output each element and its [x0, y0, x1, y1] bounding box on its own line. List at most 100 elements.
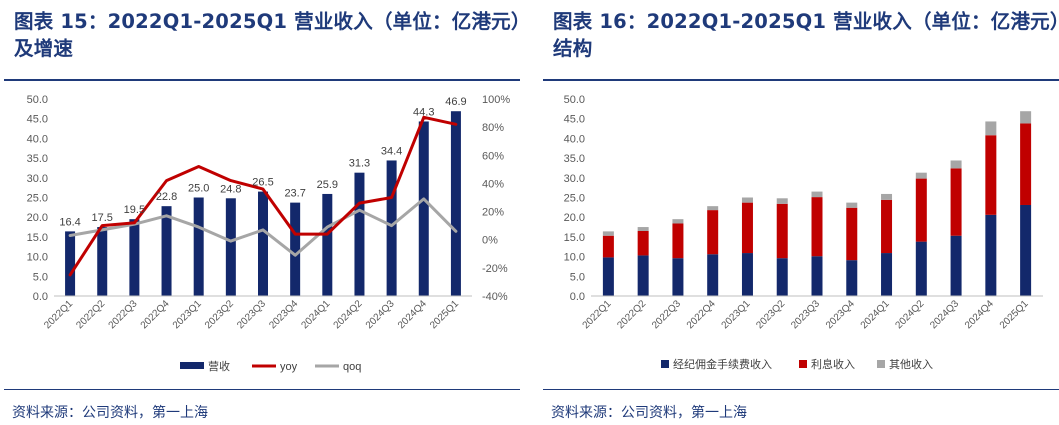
y-tick-label: 40.0: [564, 133, 585, 145]
bar-segment: [707, 254, 719, 296]
bar-segment: [602, 257, 614, 296]
y-right-tick-label: -20%: [482, 263, 508, 275]
bar-segment: [1020, 111, 1032, 124]
y-tick-label: 10.0: [564, 252, 585, 264]
bar-segment: [637, 255, 649, 296]
y-right-tick-label: 20%: [482, 207, 504, 219]
data-label: 25.0: [188, 183, 209, 195]
source-note: 资料来源：公司资料，第一上海: [551, 405, 747, 421]
x-tick-label: 2022Q3: [650, 298, 683, 331]
y-tick-label: 50.0: [564, 94, 585, 106]
bar-segment: [881, 193, 893, 200]
bar-segment: [846, 260, 858, 296]
x-tick-label: 2023Q3: [789, 298, 822, 331]
bar: [354, 172, 365, 296]
bar-segment: [881, 253, 893, 296]
series-line-yoy: [68, 115, 458, 277]
legend-label: 利息收入: [811, 357, 855, 371]
bar: [161, 206, 172, 296]
figure-16-panel: 图表 16：2022Q1-2025Q1 营业收入（单位：亿港元）结构 0.0 5.…: [539, 0, 1059, 425]
bar-segment: [985, 135, 997, 215]
bar: [322, 193, 333, 296]
chart-title: 图表 15：2022Q1-2025Q1 营业收入（单位：亿港元）及增速: [14, 10, 521, 60]
x-tick-label: 2022Q2: [74, 298, 107, 331]
y-right-tick-label: 0%: [482, 235, 498, 247]
bar-segment: [881, 199, 893, 254]
y-left-tick-label: 30.0: [27, 173, 48, 185]
chart-title: 图表 16：2022Q1-2025Q1 营业收入（单位：亿港元）结构: [553, 10, 1059, 60]
bar: [450, 111, 461, 296]
bar-segment: [637, 230, 649, 256]
x-tick-label: 2023Q2: [754, 298, 787, 331]
y-left-tick-label: 0.0: [33, 291, 48, 303]
y-left-tick-label: 25.0: [27, 193, 48, 205]
data-label: 34.4: [381, 145, 402, 157]
bar: [418, 121, 429, 296]
data-label: 44.3: [413, 106, 434, 118]
data-label: 46.9: [445, 96, 466, 108]
bar-segment: [776, 198, 788, 204]
bar-segment: [811, 256, 823, 296]
data-label: 19.5: [124, 204, 145, 216]
bar: [65, 231, 76, 296]
bar-segment: [915, 178, 927, 242]
x-tick-label: 2023Q4: [824, 298, 857, 331]
top-rule: [543, 79, 1059, 81]
data-label: 25.9: [317, 179, 338, 191]
bar-segment: [707, 206, 719, 211]
x-tick-label: 2023Q4: [267, 298, 300, 331]
y-tick-label: 35.0: [564, 153, 585, 165]
x-tick-label: 2024Q2: [332, 298, 365, 331]
y-tick-label: 15.0: [564, 232, 585, 244]
y-tick-label: 5.0: [570, 271, 585, 283]
y-left-tick-label: 20.0: [27, 212, 48, 224]
bar: [258, 191, 268, 296]
bar-segment: [741, 197, 753, 203]
x-tick-label: 2023Q1: [720, 298, 753, 331]
bar-segment: [846, 202, 858, 208]
bar-segment: [672, 219, 684, 224]
bar-segment: [776, 203, 788, 259]
y-right-tick-label: 80%: [482, 122, 504, 134]
data-label: 16.4: [59, 216, 80, 228]
x-tick-label: 2024Q3: [928, 298, 961, 331]
bar-segment: [915, 172, 927, 179]
bar: [129, 219, 140, 296]
top-rule: [4, 79, 520, 81]
bar-segment: [950, 160, 962, 169]
bar-segment: [985, 121, 997, 136]
x-tick-label: 2022Q2: [615, 298, 648, 331]
x-tick-label: 2022Q1: [42, 298, 75, 331]
x-tick-label: 2022Q4: [139, 298, 172, 331]
bar: [193, 197, 204, 296]
data-label: 24.8: [220, 183, 241, 195]
revenue-growth-chart: 0.0 5.0 10.0 15.0 20.0 25.0 30.0 35.0 40.0 45.0 50…: [8, 83, 520, 385]
y-left-tick-label: 50.0: [27, 94, 48, 106]
bar-segment: [741, 202, 753, 254]
x-tick-label: 2022Q3: [107, 298, 140, 331]
data-label: 22.8: [156, 191, 177, 203]
data-label: 17.5: [92, 212, 113, 224]
legend-swatch: [877, 360, 885, 368]
legend-label: 其他收入: [889, 357, 933, 371]
bar-segment: [672, 223, 684, 259]
x-tick-label: 2023Q1: [171, 298, 204, 331]
legend-swatch: [661, 360, 669, 368]
figure-15-panel: 图表 15：2022Q1-2025Q1 营业收入（单位：亿港元）及增速 0.0 5…: [0, 0, 521, 425]
bar-segment: [915, 241, 927, 296]
legend-swatch: [799, 360, 807, 368]
x-tick-label: 2022Q4: [685, 298, 718, 331]
y-tick-label: 45.0: [564, 114, 585, 126]
data-label: 31.3: [349, 158, 370, 170]
bar-segment: [950, 235, 962, 296]
x-tick-label: 2023Q2: [203, 298, 236, 331]
y-tick-label: 30.0: [564, 173, 585, 185]
legend-label: 营收: [208, 359, 230, 373]
bar-segment: [707, 210, 719, 255]
x-tick-label: 2022Q1: [581, 298, 614, 331]
y-right-tick-label: 100%: [482, 94, 510, 106]
bar-segment: [811, 191, 823, 198]
legend-label: yoy: [280, 361, 298, 373]
bottom-rule: [4, 389, 520, 390]
x-tick-label: 2024Q3: [364, 298, 397, 331]
